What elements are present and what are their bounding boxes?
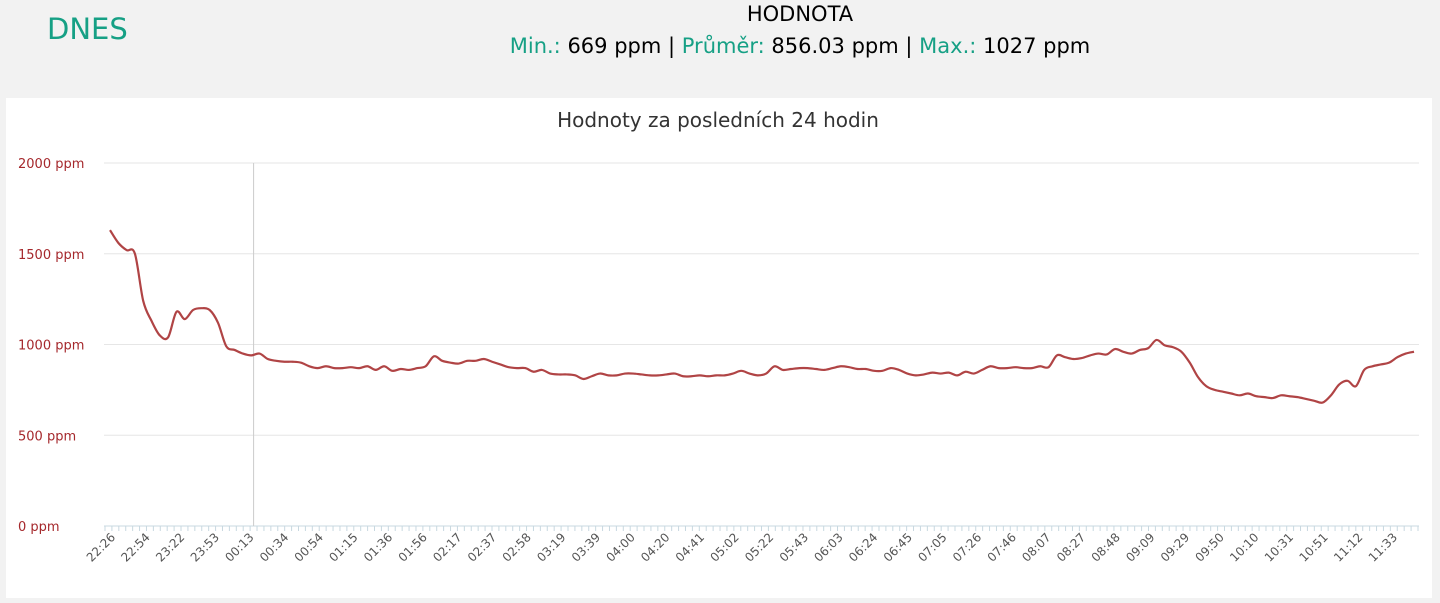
x-tick-label: 06:24 xyxy=(846,530,880,564)
x-tick-label: 01:56 xyxy=(396,530,430,564)
day-label: DNES xyxy=(47,12,128,46)
x-tick-label: 07:26 xyxy=(950,530,984,564)
y-axis: 0 ppm 500 ppm 1000 ppm 1500 ppm 2000 ppm xyxy=(18,157,84,535)
x-tick-label: 07:05 xyxy=(915,530,949,564)
x-tick-label: 11:12 xyxy=(1331,530,1365,564)
value-stats: Min.: 669 ppm | Průměr: 856.03 ppm | Max… xyxy=(0,34,1440,58)
x-tick-label: 04:20 xyxy=(638,530,672,564)
avg-value: 856.03 ppm xyxy=(771,34,899,58)
x-tick-label: 01:36 xyxy=(361,530,395,564)
x-tick-label: 10:31 xyxy=(1262,530,1296,564)
x-tick-label: 00:54 xyxy=(292,530,326,564)
x-tick-label: 04:00 xyxy=(603,530,637,564)
x-tick-label: 23:22 xyxy=(153,530,187,564)
separator: | xyxy=(905,34,913,58)
max-value: 1027 ppm xyxy=(983,34,1091,58)
grid xyxy=(104,162,1419,527)
x-tick-label: 23:53 xyxy=(188,530,222,564)
x-tick-label: 06:03 xyxy=(811,530,845,564)
x-tick-label: 06:45 xyxy=(881,530,915,564)
header: DNES HODNOTA Min.: 669 ppm | Průměr: 856… xyxy=(0,0,1440,96)
x-tick-label: 11:33 xyxy=(1366,530,1400,564)
line-chart[interactable]: Hodnoty za posledních 24 hodin 0 ppm 500 … xyxy=(6,98,1432,598)
x-tick-label: 22:54 xyxy=(118,530,152,564)
x-tick-label: 00:34 xyxy=(257,530,291,564)
series xyxy=(109,229,1415,404)
chart-title: Hodnoty za posledních 24 hodin xyxy=(557,108,879,132)
x-tick-label: 08:48 xyxy=(1089,530,1123,564)
x-tick-label: 03:19 xyxy=(534,530,568,564)
chart-panel: Hodnoty za posledních 24 hodin 0 ppm 500 … xyxy=(6,98,1432,598)
x-tick-label: 10:10 xyxy=(1227,530,1261,564)
x-tick-label: 03:39 xyxy=(569,530,603,564)
avg-label: Průměr: xyxy=(681,34,765,58)
min-value: 669 ppm xyxy=(567,34,662,58)
x-tick-label: 08:07 xyxy=(1019,530,1053,564)
max-label: Max.: xyxy=(919,34,977,58)
x-tick-label: 05:02 xyxy=(707,530,741,564)
separator: | xyxy=(668,34,676,58)
y-tick-label: 0 ppm xyxy=(18,520,60,535)
y-tick-label: 1000 ppm xyxy=(18,339,84,354)
x-tick-label: 01:15 xyxy=(326,530,360,564)
y-tick-label: 1500 ppm xyxy=(18,248,84,263)
min-label: Min.: xyxy=(509,34,561,58)
x-tick-label: 22:26 xyxy=(84,530,118,564)
x-tick-label: 00:13 xyxy=(222,530,256,564)
x-tick-label: 09:09 xyxy=(1123,530,1157,564)
x-tick-label: 02:58 xyxy=(500,530,534,564)
x-tick-label: 10:51 xyxy=(1296,530,1330,564)
x-tick-label: 04:41 xyxy=(673,530,707,564)
series-line xyxy=(109,229,1415,404)
y-tick-label: 500 ppm xyxy=(18,429,76,444)
value-title: HODNOTA xyxy=(746,2,854,26)
x-tick-label: 07:46 xyxy=(985,530,1019,564)
x-axis: 22:26 22:54 23:22 23:53 00:13 00:34 00:54 01:15… xyxy=(84,525,1419,565)
y-tick-label: 2000 ppm xyxy=(18,157,84,172)
x-tick-label: 09:50 xyxy=(1193,530,1227,564)
x-tick-label: 02:37 xyxy=(465,530,499,564)
x-tick-label: 05:22 xyxy=(742,530,776,564)
x-tick-label: 05:43 xyxy=(777,530,811,564)
x-tick-label: 09:29 xyxy=(1158,530,1192,564)
x-tick-label: 08:27 xyxy=(1054,530,1088,564)
x-tick-label: 02:17 xyxy=(430,530,464,564)
